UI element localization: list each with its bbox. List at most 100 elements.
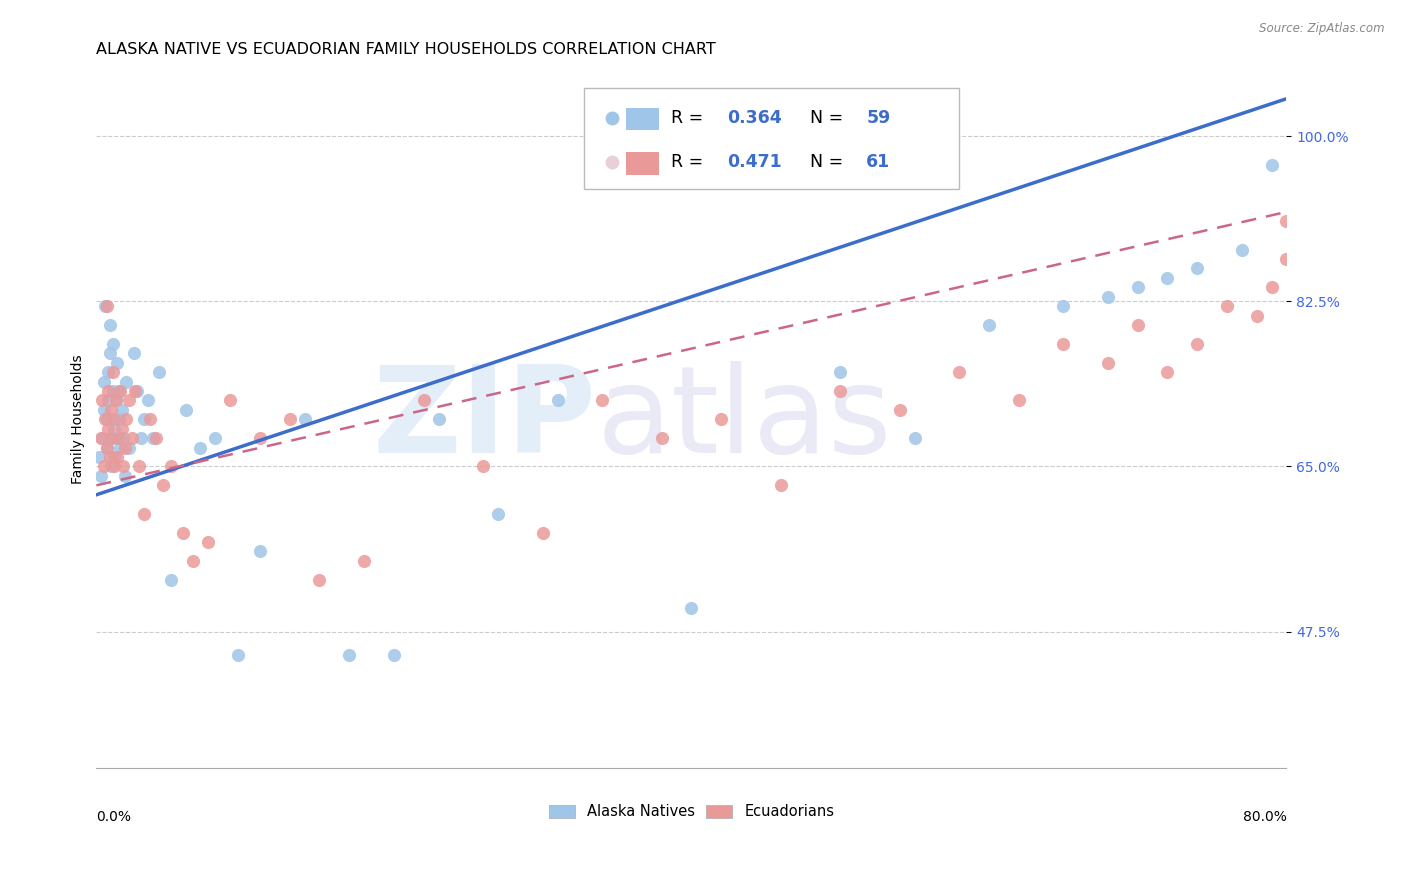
Text: atlas: atlas (596, 361, 891, 478)
Point (96, 299, 118, 313)
Y-axis label: Family Households: Family Households (72, 354, 86, 484)
Point (108, 384, 131, 398)
Text: 0.0%: 0.0% (97, 810, 131, 824)
Point (1260, 158, 1282, 172)
Point (111, 422, 134, 436)
Point (91, 393, 114, 408)
Point (159, 459, 181, 474)
Text: ZIP: ZIP (373, 361, 596, 478)
Point (1126, 280, 1149, 294)
Point (889, 403, 911, 417)
Point (219, 393, 242, 408)
Point (105, 450, 128, 464)
Point (124, 384, 146, 398)
Point (547, 393, 569, 408)
Point (197, 535, 219, 549)
Point (1246, 309, 1268, 323)
Text: N =: N = (810, 153, 849, 171)
Point (353, 554, 375, 568)
Point (101, 337, 124, 351)
Point (427, 412, 450, 426)
Point (111, 403, 134, 417)
Point (172, 525, 194, 540)
Point (91, 431, 114, 445)
Point (132, 412, 155, 426)
Point (1260, 280, 1282, 294)
Point (96, 412, 118, 426)
Point (97, 365, 120, 379)
Text: Source: ZipAtlas.com: Source: ZipAtlas.com (1260, 22, 1385, 36)
Point (145, 431, 167, 445)
Point (98, 318, 121, 332)
Point (681, 601, 703, 615)
Text: R =: R = (671, 153, 709, 171)
Point (249, 431, 271, 445)
Point (112, 459, 135, 474)
Point (96, 441, 118, 455)
Point (1126, 318, 1149, 332)
Point (132, 507, 155, 521)
Point (1008, 393, 1031, 408)
Point (90, 469, 112, 483)
Point (278, 412, 301, 426)
Point (104, 431, 127, 445)
Point (337, 648, 360, 662)
Point (1216, 299, 1239, 313)
Point (90, 431, 112, 445)
Point (114, 441, 136, 455)
Text: ALASKA NATIVE VS ECUADORIAN FAMILY HOUSEHOLDS CORRELATION CHART: ALASKA NATIVE VS ECUADORIAN FAMILY HOUSE… (97, 42, 716, 57)
Point (472, 459, 495, 474)
Point (138, 393, 160, 408)
Point (152, 478, 174, 492)
Point (125, 384, 148, 398)
Point (294, 412, 316, 426)
Point (105, 356, 128, 370)
Point (1097, 290, 1119, 304)
Point (128, 459, 150, 474)
Point (93, 403, 115, 417)
Point (103, 412, 125, 426)
Point (97, 422, 120, 436)
Point (94, 412, 117, 426)
Point (100, 403, 122, 417)
Point (1291, 129, 1313, 144)
FancyBboxPatch shape (585, 88, 959, 189)
Point (112, 431, 135, 445)
Point (710, 412, 733, 426)
Point (830, 384, 852, 398)
Point (308, 573, 330, 587)
Point (104, 393, 127, 408)
Point (96, 441, 118, 455)
Point (97, 384, 120, 398)
Point (903, 431, 925, 445)
Point (107, 412, 129, 426)
Text: 0.364: 0.364 (727, 109, 782, 127)
Point (159, 573, 181, 587)
Point (1156, 365, 1178, 379)
Point (115, 375, 138, 389)
Text: N =: N = (810, 109, 849, 127)
Point (769, 478, 792, 492)
Text: 61: 61 (866, 153, 890, 171)
Point (977, 318, 1000, 332)
Point (107, 431, 129, 445)
Legend: Alaska Natives, Ecuadorians: Alaska Natives, Ecuadorians (544, 800, 838, 824)
Point (103, 422, 125, 436)
Point (148, 365, 170, 379)
Point (94, 299, 117, 313)
Point (114, 469, 136, 483)
Point (89, 450, 111, 464)
Point (93, 375, 115, 389)
Point (948, 365, 970, 379)
Point (142, 431, 165, 445)
Text: 80.0%: 80.0% (1243, 810, 1286, 824)
Point (107, 384, 129, 398)
Point (204, 431, 226, 445)
Point (121, 431, 143, 445)
Point (108, 441, 131, 455)
Point (103, 459, 125, 474)
Point (1187, 337, 1209, 351)
Point (1187, 261, 1209, 276)
Point (1156, 271, 1178, 285)
Point (122, 346, 145, 360)
